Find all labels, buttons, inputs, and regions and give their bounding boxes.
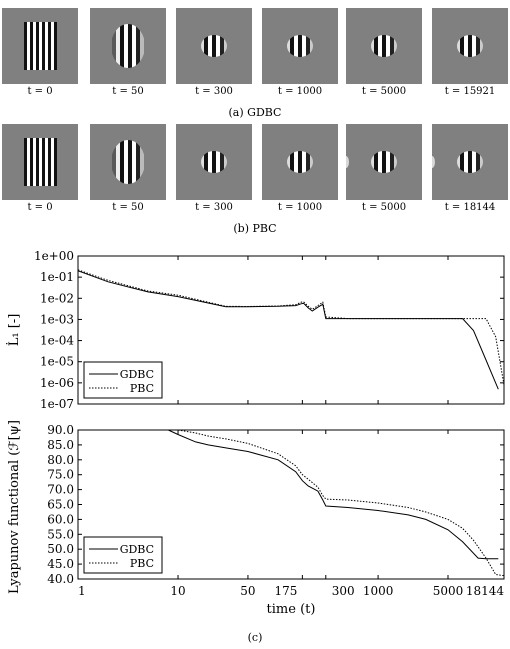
snapshot-time-label: t = 1000 (277, 202, 323, 213)
snapshot-image (176, 124, 252, 200)
snapshot-panel: t = 1000 (262, 124, 338, 213)
row-pbc: t = 0 t = 50 t = 300 t = 1000 t = 5000 t… (0, 124, 510, 214)
x-tick-label: 1000 (363, 584, 394, 598)
snapshot-image (262, 8, 338, 84)
snapshot-time-label: t = 18144 (444, 202, 496, 213)
snapshot-time-label: t = 50 (112, 202, 144, 213)
y-tick-label: 90.0 (47, 423, 74, 437)
edge-blob (432, 156, 435, 168)
series-line-gdbc (168, 429, 499, 560)
y-tick-label: 1e-06 (40, 376, 74, 390)
snapshot-panel: t = 15921 (432, 8, 508, 97)
snapshot-image (90, 8, 166, 84)
y-tick-label: 1e+00 (34, 249, 74, 263)
y-axis-label: Lyapunov functional (ℱ[ψ]) (7, 420, 22, 594)
snapshot-time-label: t = 1000 (277, 86, 323, 97)
row-pbc-caption: (b) PBC (233, 222, 277, 235)
stripe-pattern (457, 151, 483, 173)
y-tick-label: 70.0 (47, 483, 74, 497)
y-tick-label: 1e-03 (40, 312, 74, 326)
y-tick-label: 60.0 (47, 512, 74, 526)
stripe-pattern (371, 151, 397, 173)
stripe-pattern (201, 151, 227, 173)
snapshot-time-label: t = 0 (27, 86, 53, 97)
y-tick-label: 45.0 (47, 557, 74, 571)
y-axis-label: L̇₁ [-] (6, 314, 22, 347)
x-tick-label: 1 (78, 584, 86, 598)
x-axis-label: time (t) (267, 602, 316, 617)
y-tick-label: 1e-04 (40, 334, 74, 348)
series-line-pbc (177, 429, 505, 577)
legend-label: GDBC (120, 543, 154, 556)
y-tick-label: 55.0 (47, 527, 74, 541)
plot-frame (77, 255, 505, 405)
y-tick-label: 1e-02 (40, 291, 74, 305)
x-tick-label: 5000 (433, 584, 464, 598)
snapshot-image (90, 124, 166, 200)
snapshot-image (432, 8, 508, 84)
snapshot-panel: t = 5000 (346, 124, 422, 213)
stripe-pattern (371, 35, 397, 57)
snapshot-panel: t = 5000 (346, 8, 422, 97)
x-tick-label: 10 (170, 584, 185, 598)
snapshot-time-label: t = 15921 (444, 86, 496, 97)
snapshot-image (346, 124, 422, 200)
snapshot-time-label: t = 300 (195, 202, 233, 213)
snapshot-image (2, 124, 78, 200)
snapshot-image (2, 8, 78, 84)
stripe-pattern (287, 35, 313, 57)
stripe-pattern (24, 22, 57, 70)
legend-label: GDBC (120, 368, 154, 381)
l1-rate-chart: 1e+00 1e-01 1e-02 1e-03 1e-04 1e-05 1e-06 1e-07… (6, 249, 505, 411)
stripe-pattern (112, 140, 144, 184)
snapshot-panel: t = 18144 (432, 124, 508, 213)
figure-caption: (c) (247, 631, 263, 644)
snapshot-panel: t = 1000 (262, 8, 338, 97)
snapshot-panel: t = 300 (176, 8, 252, 97)
snapshot-panel: t = 50 (90, 124, 166, 213)
x-tick-label: 50 (240, 584, 255, 598)
y-tick-label: 1e-01 (40, 270, 74, 284)
stripe-pattern (24, 138, 57, 186)
y-tick-label: 1e-05 (40, 355, 74, 369)
x-tick-label: 300 (332, 584, 355, 598)
snapshot-time-label: t = 300 (195, 86, 233, 97)
snapshot-time-label: t = 0 (27, 202, 53, 213)
row-gdbc: t = 0 t = 50 t = 300 t = 1000 t = 5000 t… (0, 8, 510, 98)
snapshot-time-label: t = 5000 (361, 202, 407, 213)
edge-blob (346, 156, 349, 168)
y-tick-label: 85.0 (47, 438, 74, 452)
x-tick-label: 18144 (466, 584, 505, 598)
x-tick-label: 175 (274, 584, 297, 598)
snapshot-panel: t = 0 (2, 8, 78, 97)
stripe-pattern (201, 35, 227, 57)
snapshot-image (262, 124, 338, 200)
legend-label: PBC (130, 557, 154, 570)
y-tick-label: 80.0 (47, 453, 74, 467)
lyapunov-chart: 40.045.050.055.060.065.070.075.080.085.0… (7, 420, 505, 617)
snapshot-image (432, 124, 508, 200)
stripe-pattern (457, 35, 483, 57)
y-tick-label: 1e-07 (40, 397, 74, 411)
snapshot-panel: t = 50 (90, 8, 166, 97)
stripe-pattern (112, 24, 144, 68)
row-gdbc-caption: (a) GDBC (228, 106, 282, 119)
snapshot-panel: t = 300 (176, 124, 252, 213)
y-tick-label: 75.0 (47, 468, 74, 482)
series-line-gdbc (77, 270, 499, 390)
snapshot-panel: t = 0 (2, 124, 78, 213)
snapshot-image (346, 8, 422, 84)
stripe-pattern (287, 151, 313, 173)
legend-label: PBC (130, 382, 154, 395)
snapshot-time-label: t = 5000 (361, 86, 407, 97)
y-tick-label: 40.0 (47, 572, 74, 586)
y-tick-label: 65.0 (47, 498, 74, 512)
snapshot-image (176, 8, 252, 84)
snapshot-time-label: t = 50 (112, 86, 144, 97)
y-tick-label: 50.0 (47, 542, 74, 556)
